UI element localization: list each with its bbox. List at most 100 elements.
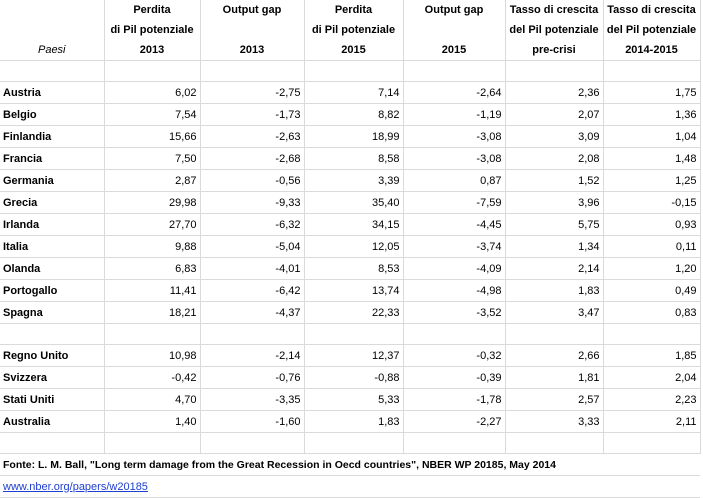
value-cell: 4,70 (104, 388, 201, 411)
header-cell: di Pil potenziale (304, 20, 404, 40)
value-cell: 13,74 (304, 279, 404, 302)
value-cell: 10,98 (104, 344, 201, 367)
group-1-rows: Austria 6,02 -2,75 7,14 -2,64 2,36 1,75 Belgio 7… (0, 81, 701, 324)
header-cell: 2015 (304, 40, 404, 61)
table-row: Germania 2,87 -0,56 3,39 0,87 1,52 1,25 (0, 169, 701, 192)
country-name: Grecia (0, 191, 105, 214)
value-cell: -3,74 (403, 235, 506, 258)
header-cell (0, 0, 105, 20)
header-cell: Tasso di crescita (505, 0, 604, 20)
value-cell: 2,57 (505, 388, 604, 411)
country-name: Italia (0, 235, 105, 258)
value-cell: 2,07 (505, 103, 604, 126)
value-cell: -0,56 (200, 169, 305, 192)
header-cell: 2013 (200, 40, 305, 61)
header-cell: Perdita (304, 0, 404, 20)
header-cell: 2015 (403, 40, 506, 61)
value-cell: -0,32 (403, 344, 506, 367)
value-cell: 2,66 (505, 344, 604, 367)
value-cell: 2,14 (505, 257, 604, 280)
link-row: www.nber.org/papers/w20185 (0, 475, 700, 498)
value-cell: -2,75 (200, 81, 305, 104)
table-row: Finlandia 15,66 -2,63 18,99 -3,08 3,09 1,04 (0, 125, 701, 148)
value-cell: 3,47 (505, 301, 604, 324)
value-cell: -6,32 (200, 213, 305, 236)
source-note: Fonte: L. M. Ball, "Long term damage fro… (0, 453, 700, 476)
header-cell: Perdita (104, 0, 201, 20)
header-cell: Tasso di crescita (603, 0, 701, 20)
value-cell: -4,01 (200, 257, 305, 280)
value-cell: 2,23 (603, 388, 701, 411)
value-cell: 1,75 (603, 81, 701, 104)
value-cell: -0,88 (304, 366, 404, 389)
value-cell: -2,63 (200, 125, 305, 148)
value-cell: 1,81 (505, 366, 604, 389)
value-cell: -2,68 (200, 147, 305, 170)
value-cell: 8,82 (304, 103, 404, 126)
value-cell: 6,83 (104, 257, 201, 280)
value-cell: -1,19 (403, 103, 506, 126)
header-cell: pre-crisi (505, 40, 604, 61)
value-cell: 18,99 (304, 125, 404, 148)
value-cell: 5,75 (505, 213, 604, 236)
value-cell: -4,37 (200, 301, 305, 324)
value-cell: -4,09 (403, 257, 506, 280)
group-2-rows: Regno Unito 10,98 -2,14 12,37 -0,32 2,66 1,85 S… (0, 344, 701, 433)
country-name: Irlanda (0, 213, 105, 236)
value-cell: 2,36 (505, 81, 604, 104)
country-name: Portogallo (0, 279, 105, 302)
value-cell: 12,05 (304, 235, 404, 258)
value-cell: 34,15 (304, 213, 404, 236)
header-cell: di Pil potenziale (104, 20, 201, 40)
table-row: Italia 9,88 -5,04 12,05 -3,74 1,34 0,11 (0, 235, 701, 258)
value-cell: -1,60 (200, 410, 305, 433)
header-cell: 2013 (104, 40, 201, 61)
value-cell: -0,39 (403, 366, 506, 389)
country-name: Olanda (0, 257, 105, 280)
header-row-1: Perdita Output gap Perdita Output gap Ta… (0, 0, 701, 20)
value-cell: -0,42 (104, 366, 201, 389)
value-cell: 0,87 (403, 169, 506, 192)
value-cell: 1,34 (505, 235, 604, 258)
value-cell: 2,08 (505, 147, 604, 170)
value-cell: 3,33 (505, 410, 604, 433)
header-row-2: di Pil potenziale di Pil potenziale del … (0, 20, 701, 40)
value-cell: 2,04 (603, 366, 701, 389)
header-cell: del Pil potenziale (603, 20, 701, 40)
table-row: Australia 1,40 -1,60 1,83 -2,27 3,33 2,11 (0, 410, 701, 433)
source-link[interactable]: www.nber.org/papers/w20185 (3, 480, 148, 493)
spacer-row (0, 60, 701, 82)
value-cell: 8,53 (304, 257, 404, 280)
value-cell: 1,20 (603, 257, 701, 280)
country-name: Finlandia (0, 125, 105, 148)
value-cell: -2,27 (403, 410, 506, 433)
table-row: Grecia 29,98 -9,33 35,40 -7,59 3,96 -0,15 (0, 191, 701, 214)
value-cell: -0,76 (200, 366, 305, 389)
value-cell: 7,50 (104, 147, 201, 170)
header-cell (403, 20, 506, 40)
value-cell: -5,04 (200, 235, 305, 258)
header-cell: 2014-2015 (603, 40, 701, 61)
table-row: Spagna 18,21 -4,37 22,33 -3,52 3,47 0,83 (0, 301, 701, 324)
value-cell: -1,73 (200, 103, 305, 126)
source-row: Fonte: L. M. Ball, "Long term damage fro… (0, 453, 700, 476)
table-row: Francia 7,50 -2,68 8,58 -3,08 2,08 1,48 (0, 147, 701, 170)
country-name: Svizzera (0, 366, 105, 389)
value-cell: 1,25 (603, 169, 701, 192)
table-row: Stati Uniti 4,70 -3,35 5,33 -1,78 2,57 2,23 (0, 388, 701, 411)
spacer-row (0, 323, 701, 345)
value-cell: 18,21 (104, 301, 201, 324)
country-name: Spagna (0, 301, 105, 324)
value-cell: 27,70 (104, 213, 201, 236)
spacer-row (0, 432, 701, 454)
table-row: Svizzera -0,42 -0,76 -0,88 -0,39 1,81 2,04 (0, 366, 701, 389)
value-cell: 9,88 (104, 235, 201, 258)
value-cell: 1,52 (505, 169, 604, 192)
value-cell: 1,48 (603, 147, 701, 170)
value-cell: 8,58 (304, 147, 404, 170)
country-name: Regno Unito (0, 344, 105, 367)
paesi-header: Paesi (0, 40, 105, 61)
country-name: Francia (0, 147, 105, 170)
value-cell: 1,85 (603, 344, 701, 367)
